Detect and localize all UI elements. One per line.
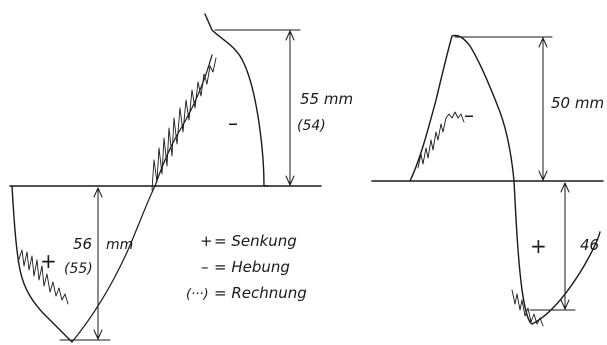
right-upper-sign: – [464,103,474,127]
left-upper-sign: – [228,111,238,135]
left-crossing-curve [71,54,213,343]
arrow-head [538,37,548,48]
right-lower-sign: + [530,234,547,258]
arrow-head [93,329,103,340]
legend-symbol-senkung: + [200,232,213,250]
left-diagram [9,13,322,343]
left-lower-unit-label: mm [106,237,133,253]
right-upper-dimension-label: 50 mm [551,94,604,112]
arrow-head [538,170,548,181]
arrow-head [93,187,103,198]
left-lower-curve [11,185,73,343]
left-upper-hatching [151,57,217,191]
left-lower-sign: + [40,249,57,273]
left-upper-dimension-label: 55 mm [300,90,353,108]
arrow-head [285,175,295,186]
left-lower-hatching [17,249,69,305]
legend-label-rechnung: = Rechnung [214,284,307,302]
legend-label-senkung: = Senkung [214,232,297,250]
right-lower-hatching [511,289,544,327]
left-upper-computed-label: (54) [297,118,326,134]
legend: + = Senkung – = Hebung (···) = Rechnung [186,232,307,302]
legend-symbol-hebung: – [201,258,209,276]
arrow-head [285,30,295,41]
left-lower-computed-label: (55) [64,261,93,277]
legend-symbol-rechnung: (···) [186,287,209,302]
right-lower-dimension-label: 46 [580,236,599,254]
left-upper-curve [204,13,269,187]
right-upper-hatching [417,111,465,169]
right-diagram [371,34,604,327]
legend-label-hebung: = Hebung [214,258,290,276]
right-upper-curve [409,34,515,182]
arrow-head [560,182,570,193]
arrow-head [560,299,570,310]
right-lower-curve [513,180,601,325]
left-lower-dimension-label: 56 [73,235,92,253]
